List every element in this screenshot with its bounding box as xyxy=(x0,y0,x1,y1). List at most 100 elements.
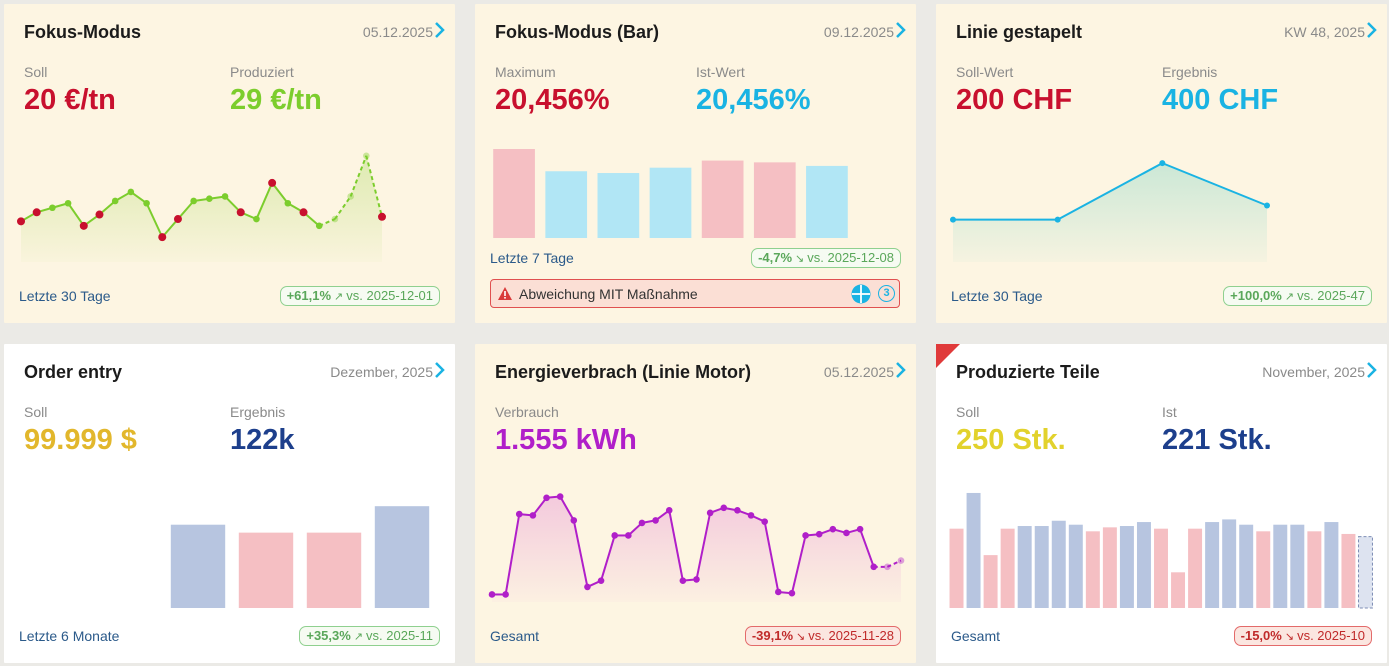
data-point xyxy=(950,216,956,223)
data-point xyxy=(253,215,260,223)
data-point xyxy=(221,193,229,200)
ergebnis-label: Ergebnis xyxy=(1162,64,1218,80)
data-point xyxy=(556,493,564,500)
series-segment xyxy=(145,202,164,238)
soll-value: 20 €/tn xyxy=(24,84,116,116)
series-segment xyxy=(1161,162,1268,207)
deviation-alert[interactable]: Abweichung MIT Maßnahme 3 xyxy=(490,279,900,308)
bar xyxy=(1188,528,1203,608)
trend-up-icon: ↗ xyxy=(334,291,344,303)
series-segment xyxy=(600,535,616,581)
alert-count-badge[interactable]: 3 xyxy=(878,285,895,302)
bar xyxy=(806,165,848,238)
soll-label: Soll xyxy=(24,404,48,420)
card-date: 09.12.2025 xyxy=(823,24,894,40)
chevron-right-icon[interactable] xyxy=(1365,360,1379,380)
trend-badge: +61,1% ↗ vs. 2025-12-01 xyxy=(279,286,440,306)
data-point xyxy=(95,210,104,219)
bar xyxy=(1222,519,1237,608)
data-point xyxy=(802,532,809,539)
bar xyxy=(1341,533,1356,608)
bar xyxy=(701,160,744,238)
warning-icon xyxy=(498,287,512,300)
data-point xyxy=(884,563,891,571)
trend-down-icon: ↘ xyxy=(1284,631,1295,643)
trend-down-icon: ↘ xyxy=(796,631,806,643)
ergebnis-value: 400 CHF xyxy=(1162,84,1279,116)
trend-up-icon: ↗ xyxy=(1284,291,1295,303)
data-point xyxy=(652,517,659,524)
chevron-right-icon[interactable] xyxy=(894,360,908,380)
bar-chart xyxy=(949,492,1373,609)
ist-label: Ist xyxy=(1162,404,1177,420)
bar xyxy=(753,162,796,238)
ist-wert-label: Ist-Wert xyxy=(696,64,745,80)
data-point xyxy=(693,576,700,583)
data-point xyxy=(79,221,88,230)
trend-text: vs. 2025-47 xyxy=(1297,288,1365,303)
data-point xyxy=(856,525,864,533)
bar xyxy=(983,555,998,608)
kpi-card-linie-gestapelt[interactable]: Linie gestapelt KW 48, 2025 Soll-Wert 20… xyxy=(936,4,1387,323)
card-date: KW 48, 2025 xyxy=(1284,24,1365,40)
bar-chart xyxy=(170,506,430,608)
bar xyxy=(1239,524,1254,608)
area-chart xyxy=(950,160,1270,262)
bar xyxy=(493,149,535,238)
soll-value: 250 Stk. xyxy=(956,424,1066,456)
kpi-card-order-entry[interactable]: Order entry Dezember, 2025 Soll 99.999 $… xyxy=(4,344,455,663)
bar xyxy=(374,506,430,608)
trend-text: vs. 2025-11 xyxy=(366,628,433,643)
series-segment xyxy=(886,559,902,568)
bar xyxy=(170,524,226,608)
series-segment xyxy=(668,510,684,581)
data-point xyxy=(284,199,292,207)
measure-icon[interactable] xyxy=(851,284,871,304)
card-date: 05.12.2025 xyxy=(362,24,433,40)
chevron-right-icon[interactable] xyxy=(433,20,447,40)
data-point xyxy=(665,507,673,514)
maximum-value: 20,456% xyxy=(495,84,610,116)
card-title: Linie gestapelt xyxy=(956,22,1083,42)
chevron-right-icon[interactable] xyxy=(433,360,447,380)
trend-badge: -39,1% ↘ vs. 2025-11-28 xyxy=(744,626,901,646)
kpi-card-fokus-modus[interactable]: Fokus-Modus 05.12.2025 Soll 20 €/tn Prod… xyxy=(4,4,455,323)
bar xyxy=(1136,522,1151,608)
bar xyxy=(1000,528,1015,608)
area-fill xyxy=(492,496,901,602)
soll-label: Soll xyxy=(956,404,980,420)
data-point xyxy=(843,529,850,537)
data-point xyxy=(815,530,823,538)
bar xyxy=(1085,531,1100,608)
chevron-right-icon[interactable] xyxy=(1365,20,1379,40)
verbrauch-value: 1.555 kWh xyxy=(495,424,637,456)
line-chart xyxy=(488,493,905,602)
area-fill xyxy=(21,155,382,262)
trend-text: vs. 2025-12-01 xyxy=(346,288,433,303)
kpi-card-produzierte-teile[interactable]: Produzierte Teile November, 2025 Soll 25… xyxy=(936,344,1387,663)
chevron-right-icon[interactable] xyxy=(894,20,908,40)
bar xyxy=(1256,531,1271,608)
data-point xyxy=(315,222,323,230)
kpi-card-fokus-modus-bar[interactable]: Fokus-Modus (Bar) 09.12.2025 Maximum 20,… xyxy=(475,4,916,323)
kpi-card-energieverbrauch[interactable]: Energieverbrach (Linie Motor) 05.12.2025… xyxy=(475,344,916,663)
bar xyxy=(1273,524,1288,608)
bar xyxy=(545,171,588,238)
maximum-label: Maximum xyxy=(495,64,556,80)
data-point xyxy=(49,204,56,212)
trend-down-icon: ↘ xyxy=(795,253,805,265)
bar xyxy=(238,532,294,608)
data-point xyxy=(679,577,687,584)
data-point xyxy=(706,509,714,517)
series-segment xyxy=(763,521,780,593)
data-point xyxy=(173,215,182,224)
trend-pct: -4,7% xyxy=(758,250,793,265)
data-point xyxy=(64,199,72,207)
ergebnis-label: Ergebnis xyxy=(230,404,286,420)
ist-value: 29 €/tn xyxy=(230,84,322,116)
series-segment xyxy=(859,528,875,568)
ist-value: 221 Stk. xyxy=(1162,424,1272,456)
data-point xyxy=(488,591,496,598)
data-point xyxy=(747,512,755,519)
soll-wert-label: Soll-Wert xyxy=(956,64,1014,80)
